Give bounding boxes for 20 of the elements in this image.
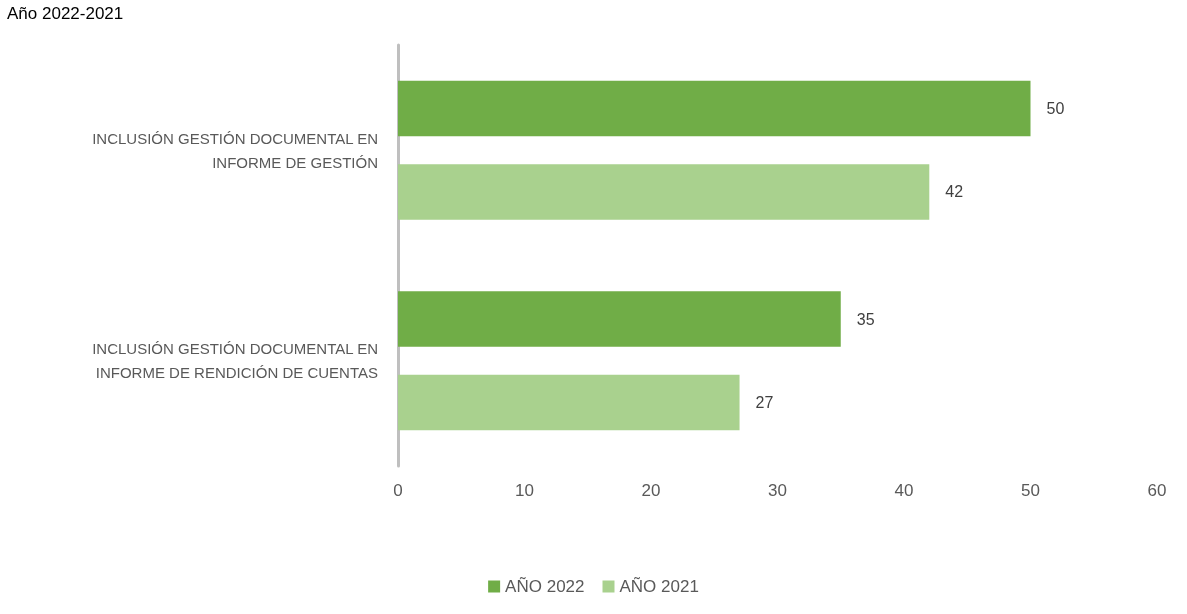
data-label: 50 (1046, 100, 1065, 118)
legend-label: AÑO 2022 (505, 577, 585, 596)
bar (398, 164, 930, 220)
data-label: 35 (856, 310, 875, 328)
bar (398, 374, 740, 431)
bar (398, 80, 1031, 137)
x-tick-label: 40 (894, 481, 914, 500)
y-tick-label: INCLUSIÓN GESTIÓN DOCUMENTAL EN INFORME DE GESTIÓN (92, 129, 378, 171)
data-label: 27 (755, 393, 774, 411)
x-tick-label: 0 (393, 481, 403, 500)
x-tick-label: 60 (1147, 481, 1167, 500)
x-tick-label: 30 (768, 481, 787, 500)
x-tick-label: 50 (1021, 481, 1040, 500)
text: Año 2022-2021 (7, 4, 124, 23)
x-tick-label: 20 (641, 481, 661, 500)
data-label: 42 (945, 183, 964, 201)
bar (398, 291, 841, 347)
x-tick-label: 10 (515, 481, 534, 500)
legend-label: AÑO 2021 (619, 577, 699, 596)
y-tick-label: INCLUSIÓN GESTIÓN DOCUMENTAL EN INFORME DE RENDICIÓN DE CUENTAS (92, 340, 378, 382)
